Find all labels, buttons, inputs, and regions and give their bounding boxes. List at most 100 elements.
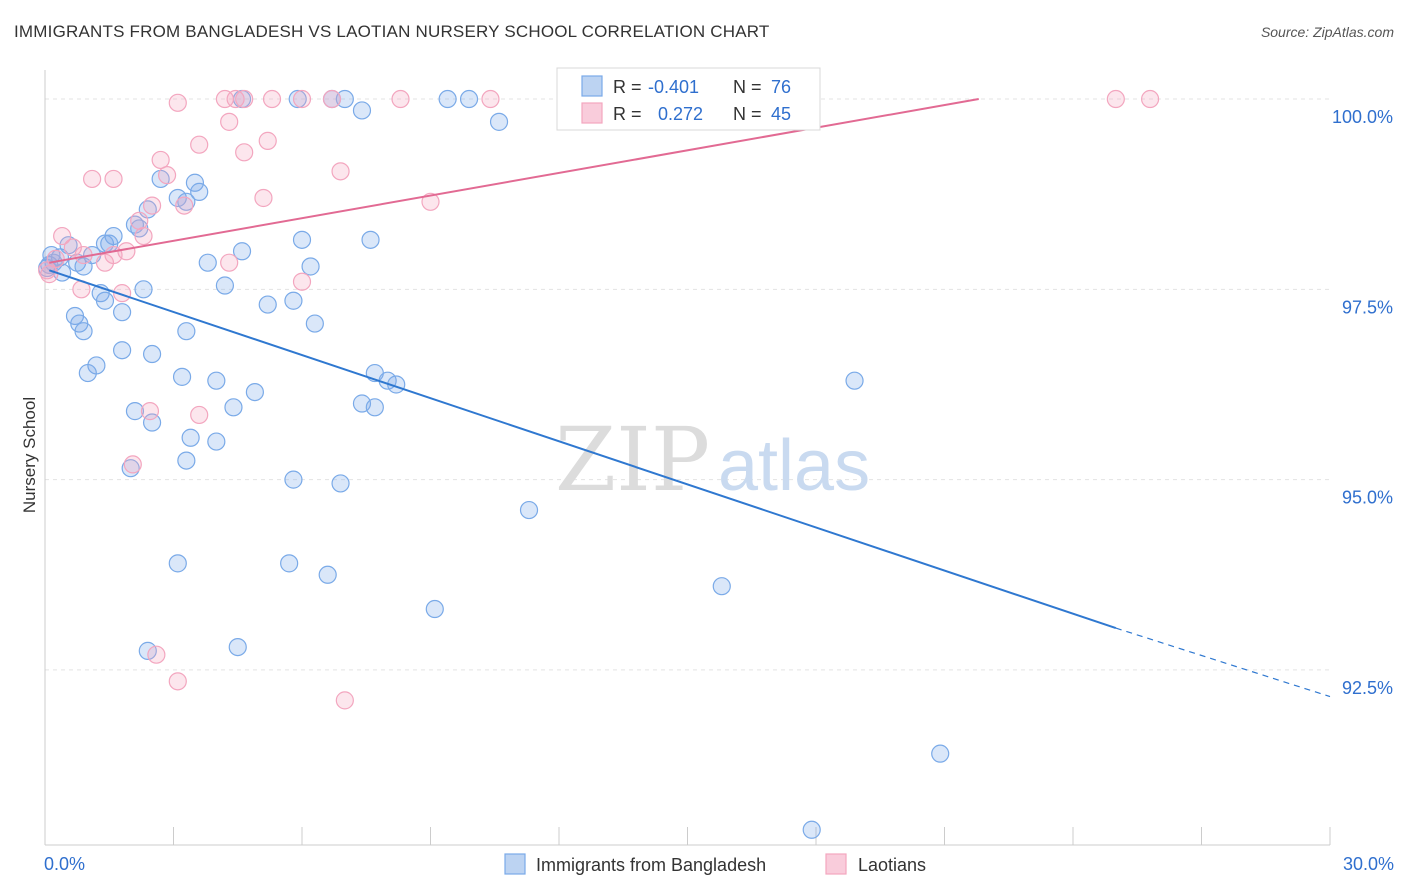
legend-item-bangladesh[interactable]: Immigrants from Bangladesh	[504, 853, 766, 875]
point-bangladesh-47	[112, 341, 132, 360]
point-bangladesh-16	[185, 173, 205, 192]
point-laotians-28	[391, 89, 410, 109]
trend-line-bangladesh-extension	[1115, 627, 1331, 698]
point-bangladesh-52	[245, 382, 264, 402]
point-bangladesh-40	[284, 291, 303, 310]
watermark: ZIP atlas	[555, 408, 870, 511]
point-laotians-20	[220, 112, 239, 131]
point-bangladesh-67	[519, 500, 539, 520]
point-laotians-26	[322, 89, 342, 109]
point-laotians-8	[117, 242, 136, 261]
point-bangladesh-77	[802, 820, 821, 839]
point-laotians-24	[254, 188, 273, 208]
stats-n-value-pink: 45	[771, 104, 791, 124]
point-laotians-11	[142, 196, 162, 215]
point-laotians-41	[335, 691, 354, 710]
point-bangladesh-68	[168, 554, 187, 573]
point-bangladesh-46	[142, 344, 162, 364]
point-laotians-23	[258, 131, 277, 150]
point-laotians-15	[175, 196, 194, 215]
stats-r-value-pink: 0.272	[658, 104, 703, 124]
stats-r-label-pink: R =	[613, 104, 642, 124]
series-legend: Immigrants from Bangladesh Laotians	[504, 853, 926, 875]
point-bangladesh-71	[425, 599, 444, 619]
watermark-atlas: atlas	[718, 426, 870, 506]
point-laotians-10	[134, 226, 153, 246]
stats-legend: R = -0.401 N = 76 R = 0.272 N = 45	[556, 67, 821, 131]
legend-label-bangladesh: Immigrants from Bangladesh	[536, 855, 766, 875]
point-bangladesh-72	[138, 641, 157, 660]
legend-item-laotians[interactable]: Laotians	[825, 853, 926, 875]
point-bangladesh-56	[181, 428, 200, 447]
legend-swatch-pink	[825, 853, 847, 875]
point-bangladesh-65	[284, 470, 303, 489]
point-laotians-27	[331, 162, 350, 181]
point-bangladesh-55	[142, 413, 162, 432]
x-tick-label-min: 0.0%	[44, 854, 85, 874]
stats-r-label-blue: R =	[613, 77, 642, 97]
stats-swatch-blue	[581, 75, 603, 97]
point-bangladesh-75	[845, 371, 864, 390]
trend-line-bangladesh	[48, 269, 1117, 630]
point-bangladesh-25	[489, 112, 509, 131]
point-laotians-19	[235, 89, 254, 109]
trend-line-laotians	[49, 98, 979, 264]
point-laotians-44	[40, 265, 59, 284]
point-bangladesh-38	[232, 242, 252, 261]
x-tick-label-max: 30.0%	[1343, 854, 1394, 874]
point-bangladesh-69	[280, 554, 299, 573]
point-bangladesh-51	[207, 371, 226, 390]
point-bangladesh-50	[172, 367, 192, 386]
series-bangladesh-points	[38, 89, 950, 839]
y-tick-label-3: 100.0%	[1332, 107, 1393, 127]
point-laotians-16	[190, 135, 209, 154]
point-laotians-5	[83, 169, 102, 189]
point-bangladesh-37	[215, 276, 234, 295]
point-laotians-6	[104, 169, 123, 189]
stats-r-value-blue: -0.401	[648, 77, 699, 97]
point-bangladesh-42	[301, 257, 320, 276]
point-bangladesh-57	[207, 432, 226, 451]
point-laotians-38	[123, 455, 142, 474]
grid	[45, 98, 1330, 671]
watermark-zip: ZIP	[555, 408, 710, 511]
point-bangladesh-45	[177, 322, 196, 341]
point-bangladesh-76	[931, 744, 950, 763]
point-bangladesh-66	[331, 474, 350, 493]
axes	[44, 70, 1331, 846]
point-bangladesh-33	[95, 291, 115, 310]
point-laotians-13	[157, 166, 177, 185]
stats-swatch-pink	[581, 102, 603, 124]
point-laotians-36	[140, 402, 160, 421]
legend-swatch-blue	[504, 853, 526, 875]
point-bangladesh-35	[134, 280, 153, 299]
stats-n-value-blue: 76	[771, 77, 791, 97]
chart-title: IMMIGRANTS FROM BANGLADESH VS LAOTIAN NU…	[14, 22, 770, 41]
point-bangladesh-26	[168, 188, 187, 208]
point-bangladesh-21	[335, 89, 354, 109]
series-laotians-points	[38, 89, 1160, 710]
point-laotians-1	[46, 249, 65, 268]
point-bangladesh-41	[292, 230, 312, 249]
point-laotians-42	[1106, 89, 1125, 109]
point-bangladesh-34	[112, 303, 132, 322]
point-laotians-34	[112, 284, 132, 303]
point-bangladesh-36	[198, 253, 217, 272]
point-laotians-32	[421, 192, 440, 211]
point-laotians-21	[235, 143, 254, 162]
point-bangladesh-17	[190, 182, 209, 201]
point-bangladesh-22	[352, 101, 372, 120]
y-tick-label-1: 95.0%	[1342, 488, 1393, 508]
point-laotians-39	[147, 645, 166, 664]
point-laotians-2	[53, 226, 72, 246]
point-laotians-30	[292, 272, 312, 291]
point-bangladesh-58	[177, 451, 196, 470]
stats-n-label-blue: N =	[733, 77, 762, 97]
point-laotians-9	[130, 211, 149, 230]
point-bangladesh-73	[228, 637, 247, 657]
point-laotians-12	[151, 150, 170, 170]
legend-label-laotians: Laotians	[858, 855, 926, 875]
point-bangladesh-31	[74, 322, 93, 341]
trend-lines	[48, 98, 1331, 698]
